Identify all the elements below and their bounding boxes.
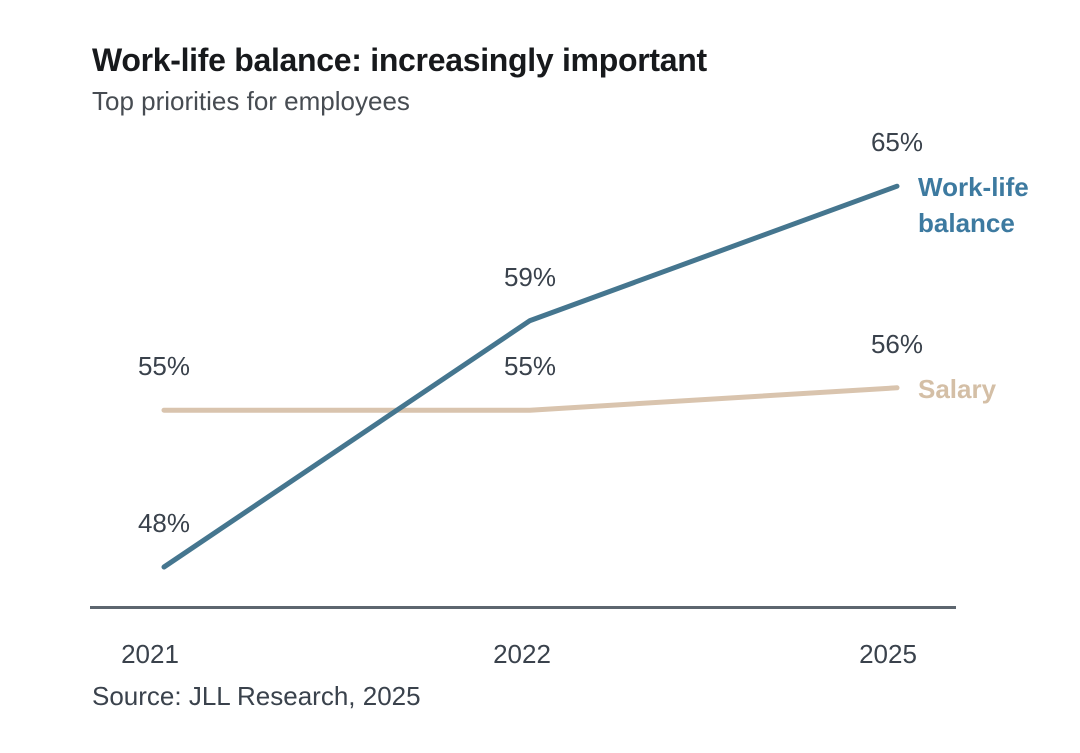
source-note: Source: JLL Research, 2025 bbox=[92, 681, 421, 711]
series-line-1 bbox=[161, 385, 900, 413]
point-label-s0-2: 65% bbox=[870, 127, 924, 158]
chart-subtitle: Top priorities for employees bbox=[92, 86, 410, 116]
x-axis-label-2: 2025 bbox=[859, 639, 917, 669]
point-label-s1-1: 55% bbox=[503, 351, 557, 382]
point-label-s0-0: 48% bbox=[137, 508, 191, 538]
x-axis-label-0: 2021 bbox=[121, 639, 179, 669]
point-label-s1-2: 56% bbox=[870, 328, 924, 359]
chart-title: Work-life balance: increasingly importan… bbox=[92, 42, 707, 78]
point-label-s1-0: 55% bbox=[137, 351, 191, 382]
series-line-0 bbox=[161, 183, 900, 570]
series-end-label-1: Salary bbox=[918, 373, 997, 404]
x-axis-line bbox=[90, 606, 956, 609]
point-label-s0-1: 59% bbox=[503, 261, 557, 292]
x-axis-label-1: 2022 bbox=[493, 639, 551, 669]
series-end-label-0: Work-life balance bbox=[918, 172, 1029, 239]
